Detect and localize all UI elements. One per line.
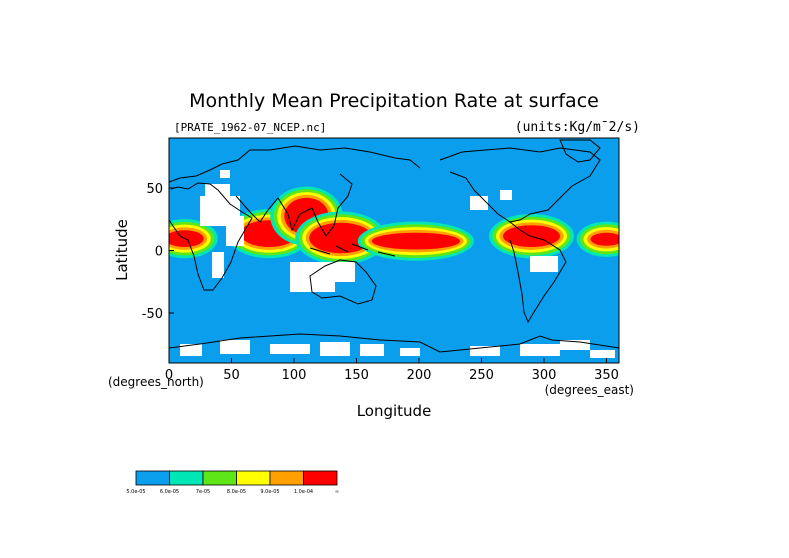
y-tick-label: 0 <box>155 245 163 260</box>
colorbar-label: 6.0e-05 <box>160 489 179 495</box>
coastline-eurasia <box>169 145 421 183</box>
no-data-patch <box>470 346 500 356</box>
y-axis-ticks: -50 0 50 <box>142 182 174 322</box>
coastline-antarctica <box>169 333 619 353</box>
x-tick-label: 350 <box>594 368 619 383</box>
x-tick-label: 150 <box>344 368 369 383</box>
colorbar-swatch <box>202 470 237 486</box>
map-area <box>169 138 619 363</box>
precip-band-3-5 <box>371 232 460 250</box>
no-data-patches <box>180 170 615 358</box>
no-data-patch <box>270 344 310 354</box>
coastline-north-america <box>439 147 601 223</box>
no-data-patch <box>470 196 488 210</box>
no-data-patch <box>212 252 224 278</box>
no-data-patch <box>530 256 558 272</box>
no-data-patch <box>520 344 560 356</box>
y-tick-label: -50 <box>142 307 163 322</box>
no-data-patch <box>360 344 384 356</box>
colorbar-label: 5.0e-05 <box>126 489 145 495</box>
coastline-africa <box>169 182 253 291</box>
x-axis-label: Longitude <box>357 402 432 420</box>
coastline-south-asia <box>235 173 353 237</box>
x-tick-label: 200 <box>407 368 432 383</box>
x-tick-label: 100 <box>282 368 307 383</box>
x-tick-label: 0 <box>165 368 173 383</box>
coastline-indonesia <box>309 243 396 257</box>
colorbar-swatch <box>269 470 304 486</box>
chart-title: Monthly Mean Precipitation Rate at surfa… <box>189 90 599 112</box>
file-label: [PRATE_1962-07_NCEP.nc] <box>174 121 326 134</box>
coastline-south-america <box>509 221 567 324</box>
units-label: (units:Kg/m¯2/s) <box>515 120 640 135</box>
y-tick-label: 50 <box>146 182 163 197</box>
coastlines <box>169 139 619 353</box>
coastline-australia <box>309 259 377 305</box>
x-unit-label: (degrees_east) <box>545 383 634 397</box>
no-data-patch <box>220 340 250 354</box>
precip-band-5-5 <box>169 230 204 248</box>
x-tick-label: 300 <box>532 368 557 383</box>
x-axis-ticks: 0 50 100 150 200 250 300 350 <box>165 358 619 383</box>
no-data-patch <box>320 342 350 356</box>
no-data-patch <box>500 190 512 200</box>
no-data-patch <box>560 340 590 350</box>
colorbar-label: 9.0e-05 <box>260 489 279 495</box>
no-data-patch <box>220 170 230 178</box>
x-tick-label: 50 <box>223 368 240 383</box>
colorbar-swatch <box>169 470 204 486</box>
coastline-greenland <box>559 139 601 163</box>
colorbar-swatch <box>236 470 271 486</box>
no-data-patch <box>180 344 202 356</box>
colorbar-label: 8.0e-05 <box>227 489 246 495</box>
colorbar-legend: 5.0e-05 6.0e-05 7e-05 8.0e-05 9.0e-05 1.0e-04… <box>126 470 339 495</box>
colorbar-swatch <box>303 470 338 486</box>
no-data-patch <box>226 216 244 246</box>
colorbar-label: ∞ <box>335 489 339 495</box>
y-axis-label: Latitude <box>113 219 131 281</box>
colorbar-swatch <box>135 470 170 486</box>
y-unit-label: (degrees_north) <box>108 375 204 389</box>
colorbar-label: 1.0e-04 <box>294 489 313 495</box>
no-data-patch <box>400 348 420 356</box>
colorbar-label: 7e-05 <box>196 489 210 495</box>
x-tick-label: 250 <box>469 368 494 383</box>
precip-band-6-5 <box>590 232 619 246</box>
no-data-patch <box>325 262 355 282</box>
no-data-patch <box>590 350 615 358</box>
